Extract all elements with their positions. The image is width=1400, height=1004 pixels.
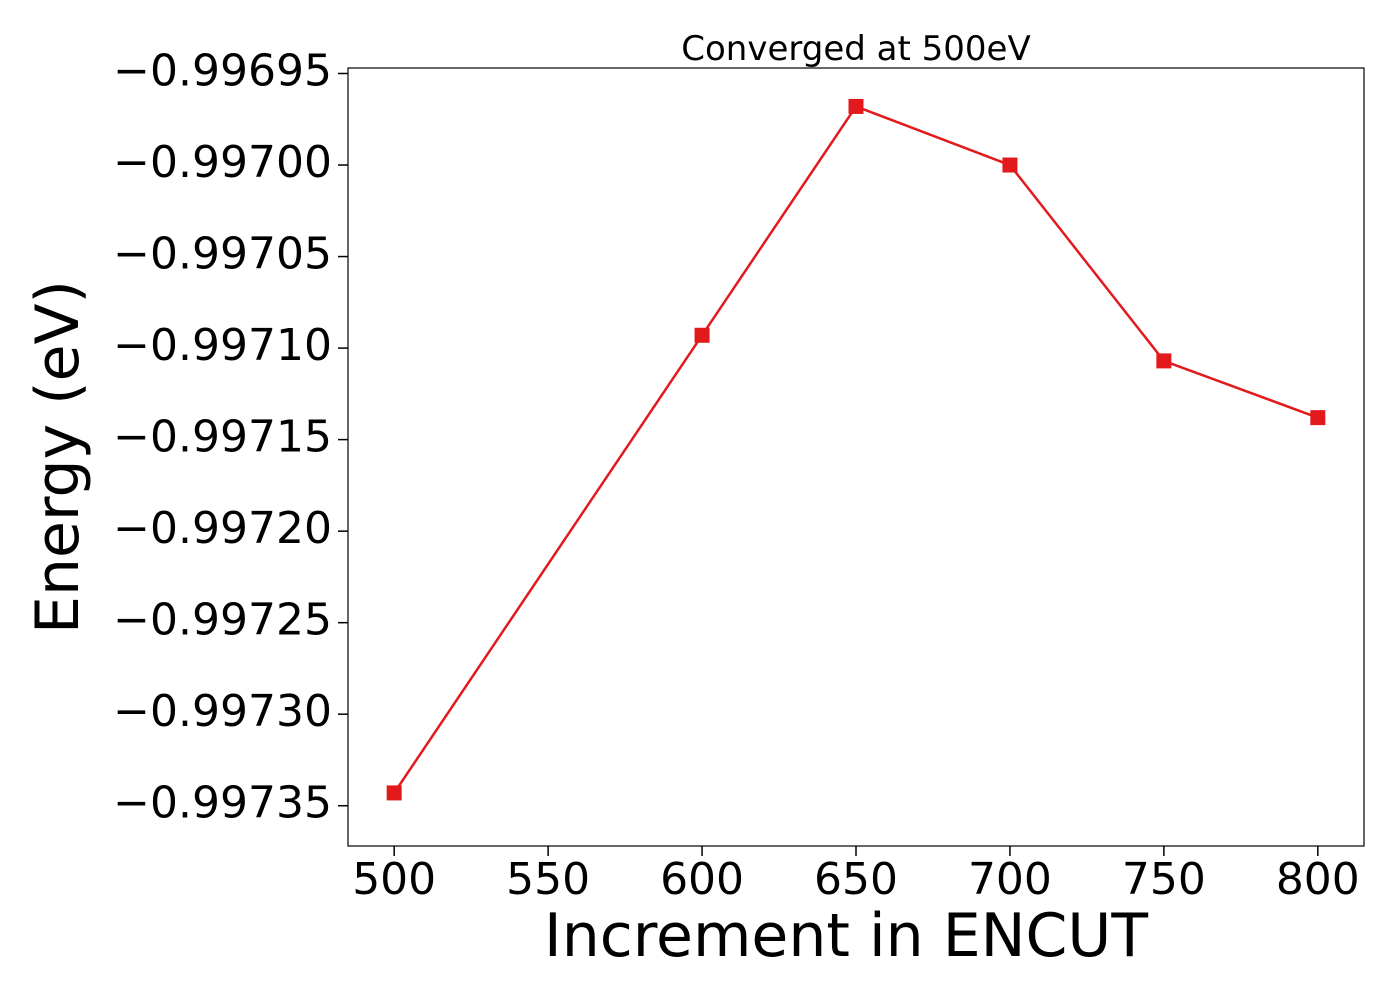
x-axis-ticks: 500 550 600 650 700 750 800 <box>352 846 1360 905</box>
y-tick-label: −0.99730 <box>113 686 332 737</box>
data-point-marker <box>386 785 402 801</box>
data-point-marker <box>694 327 710 343</box>
y-tick-label: −0.99720 <box>113 503 332 554</box>
y-tick-label: −0.99710 <box>113 320 332 371</box>
x-tick-label: 700 <box>968 854 1052 905</box>
plot-area <box>347 67 1365 847</box>
data-point-marker <box>1002 157 1018 173</box>
series-line <box>393 105 1319 794</box>
series-layer <box>386 98 1326 801</box>
y-tick-label: −0.99705 <box>113 229 332 280</box>
y-tick-label: −0.99700 <box>113 137 332 188</box>
x-tick-label: 550 <box>506 854 590 905</box>
y-tick-label: −0.99695 <box>113 45 332 96</box>
data-point-marker <box>1156 353 1172 369</box>
chart-title: Converged at 500eV <box>681 29 1030 69</box>
data-point-marker <box>848 98 864 114</box>
data-point-marker <box>1310 410 1326 426</box>
y-axis-label: Energy (eV) <box>23 280 93 634</box>
x-tick-label: 750 <box>1122 854 1206 905</box>
y-tick-label: −0.99735 <box>113 778 332 829</box>
x-tick-label: 600 <box>660 854 744 905</box>
x-tick-label: 650 <box>814 854 898 905</box>
x-tick-label: 800 <box>1276 854 1360 905</box>
y-tick-label: −0.99715 <box>113 412 332 463</box>
y-tick-label: −0.99725 <box>113 595 332 646</box>
x-axis-label: Increment in ENCUT <box>544 901 1148 971</box>
y-axis-ticks: −0.99735 −0.99730 −0.99725 −0.99720 −0.99715… <box>113 45 348 829</box>
x-tick-label: 500 <box>352 854 436 905</box>
